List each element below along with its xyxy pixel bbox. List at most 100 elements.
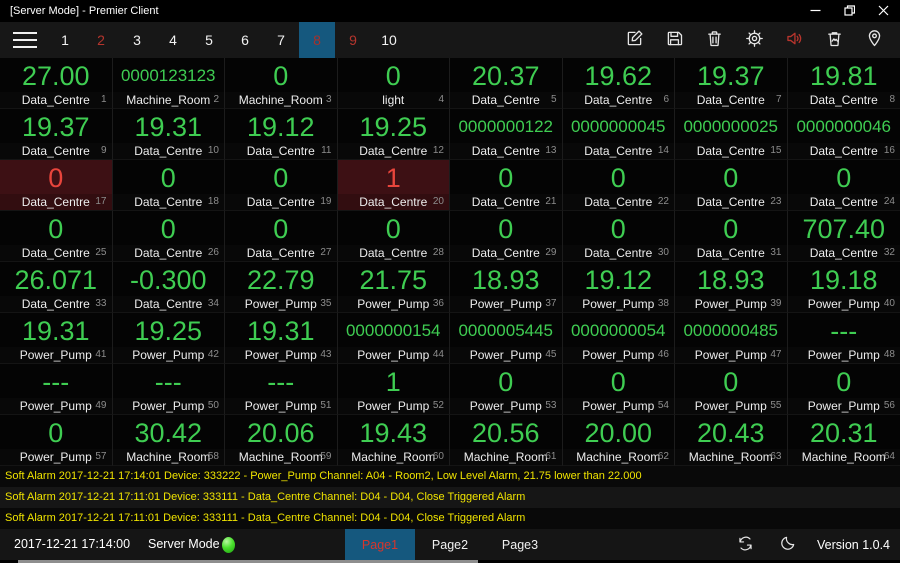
toolbar-tab-10[interactable]: 10 [381,32,397,48]
edit-button[interactable] [622,28,646,52]
night-mode-button[interactable] [775,533,799,557]
data-cell-56[interactable]: 0 Power_Pump 56 [787,364,900,415]
data-cell-54[interactable]: 0 Power_Pump 54 [562,364,675,415]
data-cell-26[interactable]: 0 Data_Centre 26 [112,211,225,262]
data-cell-46[interactable]: 0000000054 Power_Pump 46 [562,313,675,364]
cell-value: 26.071 [14,264,98,295]
data-cell-48[interactable]: --- Power_Pump 48 [787,313,900,364]
data-cell-47[interactable]: 0000000485 Power_Pump 47 [675,313,788,364]
data-cell-63[interactable]: 20.43 Machine_Room 63 [675,415,788,466]
toolbar-tab-7[interactable]: 7 [277,32,285,48]
data-cell-55[interactable]: 0 Power_Pump 55 [675,364,788,415]
data-cell-7[interactable]: 19.37 Data_Centre 7 [675,58,788,109]
data-cell-18[interactable]: 0 Data_Centre 18 [112,160,225,211]
data-cell-11[interactable]: 19.12 Data_Centre 11 [225,109,338,160]
data-cell-29[interactable]: 0 Data_Centre 29 [450,211,563,262]
footer-tab-page1[interactable]: Page1 [345,529,415,560]
toolbar-tab-9[interactable]: 9 [349,32,357,48]
data-cell-58[interactable]: 30.42 Machine_Room 58 [112,415,225,466]
data-cell-6[interactable]: 19.62 Data_Centre 6 [562,58,675,109]
data-cell-12[interactable]: 19.25 Data_Centre 12 [337,109,450,160]
data-cell-1[interactable]: 27.00 Data_Centre 1 [0,58,113,109]
toolbar-tab-2[interactable]: 2 [97,32,105,48]
data-cell-9[interactable]: 19.37 Data_Centre 9 [0,109,113,160]
data-cell-14[interactable]: 0000000045 Data_Centre 14 [562,109,675,160]
data-cell-13[interactable]: 0000000122 Data_Centre 13 [450,109,563,160]
data-cell-64[interactable]: 20.31 Machine_Room 64 [787,415,900,466]
data-cell-32[interactable]: 707.40 Data_Centre 32 [787,211,900,262]
toolbar-tab-5[interactable]: 5 [205,32,213,48]
data-cell-49[interactable]: --- Power_Pump 49 [0,364,113,415]
clear-image-button[interactable] [822,28,846,52]
toolbar-tab-4[interactable]: 4 [169,32,177,48]
data-cell-61[interactable]: 20.56 Machine_Room 61 [450,415,563,466]
data-cell-43[interactable]: 19.31 Power_Pump 43 [225,313,338,364]
data-cell-39[interactable]: 18.93 Power_Pump 39 [675,262,788,313]
data-cell-35[interactable]: 22.79 Power_Pump 35 [225,262,338,313]
settings-button[interactable] [742,28,766,52]
toolbar-tab-6[interactable]: 6 [241,32,249,48]
data-cell-37[interactable]: 18.93 Power_Pump 37 [450,262,563,313]
toolbar-tab-3[interactable]: 3 [133,32,141,48]
cell-footer: Data_Centre 28 [338,245,450,261]
data-cell-51[interactable]: --- Power_Pump 51 [225,364,338,415]
data-cell-2[interactable]: 0000123123 Machine_Room 2 [112,58,225,109]
data-cell-20[interactable]: 1 Data_Centre 20 [337,160,450,211]
data-cell-21[interactable]: 0 Data_Centre 21 [450,160,563,211]
data-cell-8[interactable]: 19.81 Data_Centre 8 [787,58,900,109]
alarm-row[interactable]: Soft Alarm 2017-12-21 17:11:01 Device: 3… [0,508,900,529]
scrollbar-thumb[interactable] [18,560,478,563]
data-cell-17[interactable]: 0 Data_Centre 17 [0,160,113,211]
cell-index: 60 [432,451,444,462]
data-cell-62[interactable]: 20.00 Machine_Room 62 [562,415,675,466]
toolbar-tab-1[interactable]: 1 [61,32,69,48]
footer-tab-page2[interactable]: Page2 [431,537,469,552]
data-cell-45[interactable]: 0000005445 Power_Pump 45 [450,313,563,364]
data-cell-19[interactable]: 0 Data_Centre 19 [225,160,338,211]
data-cell-40[interactable]: 19.18 Power_Pump 40 [787,262,900,313]
alarm-row[interactable]: Soft Alarm 2017-12-21 17:11:01 Device: 3… [0,487,900,508]
location-button[interactable] [862,28,886,52]
alarm-row[interactable]: Soft Alarm 2017-12-21 17:14:01 Device: 3… [0,466,900,487]
sync-button[interactable] [733,533,757,557]
data-cell-23[interactable]: 0 Data_Centre 23 [675,160,788,211]
sound-button[interactable] [782,28,806,52]
data-cell-50[interactable]: --- Power_Pump 50 [112,364,225,415]
maximize-button[interactable] [832,0,866,22]
menu-icon[interactable] [13,32,37,48]
data-cell-36[interactable]: 21.75 Power_Pump 36 [337,262,450,313]
data-cell-10[interactable]: 19.31 Data_Centre 10 [112,109,225,160]
data-cell-24[interactable]: 0 Data_Centre 24 [787,160,900,211]
minimize-button[interactable] [798,0,832,22]
data-cell-16[interactable]: 0000000046 Data_Centre 16 [787,109,900,160]
data-cell-57[interactable]: 0 Power_Pump 57 [0,415,113,466]
data-cell-52[interactable]: 1 Power_Pump 52 [337,364,450,415]
cell-value: 20.00 [584,417,653,448]
data-cell-60[interactable]: 19.43 Machine_Room 60 [337,415,450,466]
save-button[interactable] [662,28,686,52]
data-cell-28[interactable]: 0 Data_Centre 28 [337,211,450,262]
data-cell-15[interactable]: 0000000025 Data_Centre 15 [675,109,788,160]
data-cell-30[interactable]: 0 Data_Centre 30 [562,211,675,262]
data-cell-25[interactable]: 0 Data_Centre 25 [0,211,113,262]
data-cell-27[interactable]: 0 Data_Centre 27 [225,211,338,262]
data-cell-42[interactable]: 19.25 Power_Pump 42 [112,313,225,364]
edit-icon [624,28,645,52]
data-cell-53[interactable]: 0 Power_Pump 53 [450,364,563,415]
data-cell-5[interactable]: 20.37 Data_Centre 5 [450,58,563,109]
data-cell-38[interactable]: 19.12 Power_Pump 38 [562,262,675,313]
close-button[interactable] [866,0,900,22]
data-cell-22[interactable]: 0 Data_Centre 22 [562,160,675,211]
cell-index: 62 [657,451,669,462]
toolbar-tab-8[interactable]: 8 [299,22,335,58]
data-cell-3[interactable]: 0 Machine_Room 3 [225,58,338,109]
data-cell-41[interactable]: 19.31 Power_Pump 41 [0,313,113,364]
data-cell-33[interactable]: 26.071 Data_Centre 33 [0,262,113,313]
footer-tab-page3[interactable]: Page3 [501,537,539,552]
data-cell-4[interactable]: 0 light 4 [337,58,450,109]
data-cell-31[interactable]: 0 Data_Centre 31 [675,211,788,262]
data-cell-34[interactable]: -0.300 Data_Centre 34 [112,262,225,313]
data-cell-59[interactable]: 20.06 Machine_Room 59 [225,415,338,466]
delete-button[interactable] [702,28,726,52]
data-cell-44[interactable]: 0000000154 Power_Pump 44 [337,313,450,364]
